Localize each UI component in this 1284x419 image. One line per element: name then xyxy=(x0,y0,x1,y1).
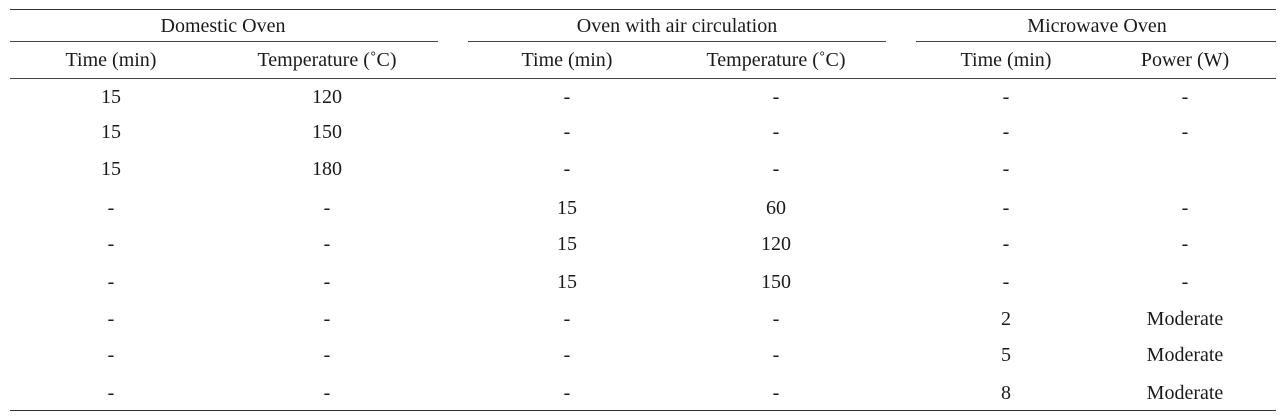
table-cell: 8 xyxy=(1001,382,1011,404)
table-cell: - xyxy=(1002,121,1010,143)
table-cell: 15 xyxy=(101,121,121,143)
table-cell: - xyxy=(1002,197,1010,219)
table-cell: - xyxy=(1181,233,1189,255)
table-cell: - xyxy=(107,233,115,255)
table-cell: 15 xyxy=(101,158,121,180)
table-cell: - xyxy=(1181,121,1189,143)
table-cell: - xyxy=(107,197,115,219)
table-top-rule xyxy=(10,9,1276,10)
table-cell: - xyxy=(1181,86,1189,108)
table-cell: - xyxy=(107,271,115,293)
table-cell: - xyxy=(1181,271,1189,293)
table-cell: 150 xyxy=(312,121,342,143)
table-cell: 150 xyxy=(761,271,791,293)
group-rule-3 xyxy=(916,41,1276,42)
table-cell: 15 xyxy=(557,197,577,219)
column-header-1: Time (min) xyxy=(65,49,157,71)
table-cell: - xyxy=(772,86,780,108)
table-cell: - xyxy=(772,308,780,330)
table-cell: 180 xyxy=(312,158,342,180)
table-cell: Moderate xyxy=(1146,382,1224,404)
table-cell: 5 xyxy=(1001,344,1011,366)
table-bottom-rule xyxy=(10,410,1276,411)
table-cell: 2 xyxy=(1001,308,1011,330)
group-header-3: Microwave Oven xyxy=(1027,15,1167,37)
table-cell: - xyxy=(323,344,331,366)
column-header-6: Power (W) xyxy=(1140,49,1230,71)
table-cell: - xyxy=(323,308,331,330)
table-cell: Moderate xyxy=(1146,308,1224,330)
table-cell: - xyxy=(1002,158,1010,180)
table-cell: - xyxy=(563,382,571,404)
table-cell: - xyxy=(107,382,115,404)
table-cell: - xyxy=(1002,233,1010,255)
column-header-2: Temperature (˚C) xyxy=(257,49,397,71)
table-cell: 120 xyxy=(312,86,342,108)
group-rule-2 xyxy=(468,41,886,42)
group-header-2: Oven with air circulation xyxy=(576,15,778,37)
table-cell: - xyxy=(563,344,571,366)
table-cell: - xyxy=(323,382,331,404)
table-cell: - xyxy=(563,86,571,108)
group-header-1: Domestic Oven xyxy=(160,15,286,37)
table-cell: Moderate xyxy=(1146,344,1224,366)
table-cell: - xyxy=(323,271,331,293)
table-cell: 15 xyxy=(557,271,577,293)
table-cell: - xyxy=(1181,197,1189,219)
table-cell: 15 xyxy=(101,86,121,108)
table-cell: - xyxy=(107,344,115,366)
table-cell: - xyxy=(1002,271,1010,293)
table-cell: - xyxy=(107,308,115,330)
table-cell: - xyxy=(323,197,331,219)
column-header-3: Time (min) xyxy=(521,49,613,71)
table-cell: - xyxy=(563,308,571,330)
table-cell: 120 xyxy=(761,233,791,255)
table-cell: 15 xyxy=(557,233,577,255)
header-bottom-rule xyxy=(10,78,1276,79)
table-cell: - xyxy=(563,158,571,180)
column-header-5: Time (min) xyxy=(960,49,1052,71)
table-cell: - xyxy=(1002,86,1010,108)
table-cell: - xyxy=(323,233,331,255)
group-rule-1 xyxy=(10,41,438,42)
table-cell: - xyxy=(772,382,780,404)
table-cell: - xyxy=(772,158,780,180)
column-header-4: Temperature (˚C) xyxy=(706,49,846,71)
table-cell: - xyxy=(772,344,780,366)
table-cell: 60 xyxy=(766,197,786,219)
table-cell: - xyxy=(772,121,780,143)
table-cell: - xyxy=(563,121,571,143)
